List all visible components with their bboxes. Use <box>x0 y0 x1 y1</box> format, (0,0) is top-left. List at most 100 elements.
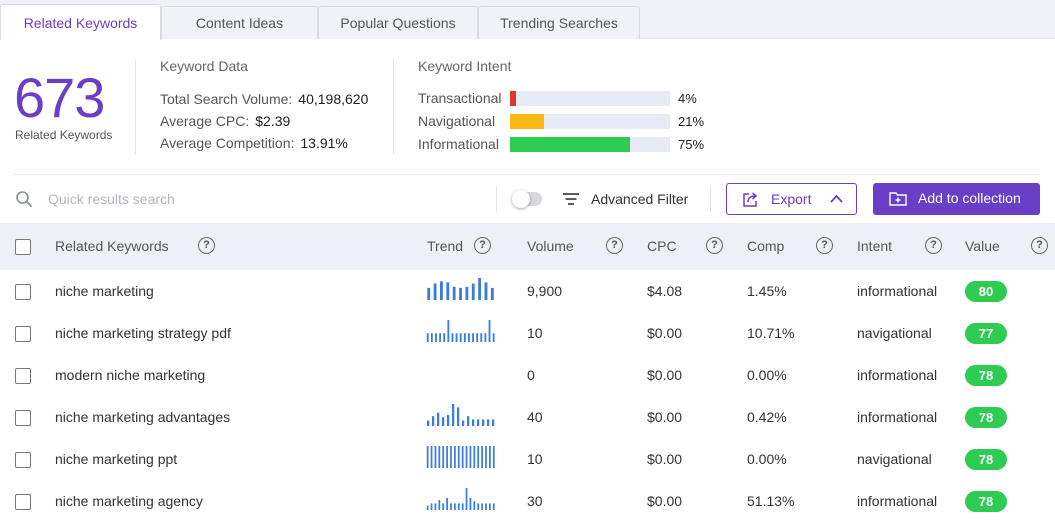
keyword-cell[interactable]: niche marketing strategy pdf <box>55 325 231 341</box>
row-checkbox[interactable] <box>15 284 31 300</box>
keyword-cell[interactable]: niche marketing agency <box>55 493 203 509</box>
table-row[interactable]: niche marketing advantages 40 $0.00 0.42% in… <box>0 397 1055 439</box>
chevron-up-icon <box>830 194 843 203</box>
trend-bar <box>457 503 460 510</box>
intent-cell: informational <box>857 493 938 509</box>
trend-bar <box>481 446 483 468</box>
volume-cell: 0 <box>527 367 535 383</box>
tab-popular-questions[interactable]: Popular Questions <box>318 6 478 39</box>
advanced-filter-label[interactable]: Advanced Filter <box>591 191 689 207</box>
trend-bar <box>452 404 455 426</box>
trend-bar <box>452 286 456 300</box>
search-icon <box>16 191 32 207</box>
intent-cell: informational <box>857 409 938 425</box>
intent-cell: navigational <box>857 451 932 467</box>
table-row[interactable]: niche marketing 9,900 $4.08 1.45% informatio… <box>0 271 1055 313</box>
trend-bar <box>465 286 469 300</box>
table-row[interactable]: modern niche marketing 0 $0.00 0.00% informa… <box>0 355 1055 397</box>
trend-bar <box>430 446 433 468</box>
trend-bar <box>426 505 429 510</box>
column-header-cpc[interactable]: CPC <box>647 238 677 254</box>
help-icon[interactable]: ? <box>706 237 723 254</box>
column-header-value[interactable]: Value <box>965 238 1000 254</box>
keyword-cell[interactable]: niche marketing <box>55 283 154 299</box>
trend-bar <box>473 446 476 468</box>
trend-bar <box>457 407 460 426</box>
row-checkbox[interactable] <box>15 452 31 468</box>
help-icon[interactable]: ? <box>816 237 833 254</box>
column-header-comp[interactable]: Comp <box>747 238 785 254</box>
tab-trending-searches[interactable]: Trending Searches <box>478 6 640 39</box>
trend-bar <box>432 416 435 426</box>
tab-related-keywords[interactable]: Related Keywords <box>0 4 161 40</box>
intent-bar-fill <box>510 91 516 106</box>
intent-bar-fill <box>510 114 544 129</box>
trend-sparkline <box>426 488 495 510</box>
trend-bar <box>489 446 491 468</box>
trend-bar <box>451 333 454 342</box>
select-all-checkbox[interactable] <box>15 239 31 255</box>
trend-bar <box>446 497 448 510</box>
comp-cell: 1.45% <box>747 283 787 299</box>
keyword-cell[interactable]: modern niche marketing <box>55 367 206 383</box>
related-keywords-count-label: Related Keywords <box>15 128 113 142</box>
average-competition-value: 13.91% <box>300 135 348 151</box>
volume-cell: 40 <box>527 409 543 425</box>
comp-cell: 51.13% <box>747 493 795 509</box>
trend-bar <box>465 488 468 510</box>
table-row[interactable]: niche marketing agency 30 $0.00 51.13% infor… <box>0 481 1055 523</box>
trend-bar <box>472 419 475 426</box>
total-search-volume: Total Search Volume: 40,198,620 <box>160 91 368 107</box>
cpc-cell: $0.00 <box>647 325 683 341</box>
column-header-volume[interactable]: Volume <box>527 238 574 254</box>
divider <box>710 186 711 212</box>
average-competition: Average Competition: 13.91% <box>160 135 348 151</box>
row-checkbox[interactable] <box>15 494 31 510</box>
trend-bar <box>438 500 441 510</box>
table-row[interactable]: niche marketing ppt 10 $0.00 0.00% navigatio… <box>0 439 1055 481</box>
trend-bar <box>462 420 465 426</box>
export-label: Export <box>771 191 812 207</box>
help-icon[interactable]: ? <box>1031 237 1048 254</box>
keyword-intent-title: Keyword Intent <box>418 58 512 74</box>
trend-bar <box>471 283 475 300</box>
cpc-cell: $0.00 <box>647 493 683 509</box>
folder-plus-icon <box>889 192 907 206</box>
row-checkbox[interactable] <box>15 326 31 342</box>
export-button[interactable]: Export <box>726 183 857 215</box>
average-cpc-value: $2.39 <box>255 113 291 129</box>
trend-bar <box>487 419 490 426</box>
intent-percent: 75% <box>678 137 705 152</box>
help-icon[interactable]: ? <box>925 237 942 254</box>
table-row[interactable]: niche marketing strategy pdf 10 $0.00 10.71… <box>0 313 1055 355</box>
trend-bar <box>459 333 462 342</box>
total-search-volume-value: 40,198,620 <box>298 91 369 107</box>
add-to-collection-button[interactable]: Add to collection <box>873 183 1040 215</box>
trend-bar <box>427 287 431 300</box>
keyword-cell[interactable]: niche marketing ppt <box>55 451 178 467</box>
comp-cell: 0.00% <box>747 367 787 383</box>
filter-icon <box>563 193 579 205</box>
tab-content-ideas[interactable]: Content Ideas <box>161 6 318 39</box>
help-icon[interactable]: ? <box>606 237 623 254</box>
column-header-intent[interactable]: Intent <box>857 238 893 254</box>
row-checkbox[interactable] <box>15 368 31 384</box>
comp-cell: 0.42% <box>747 409 787 425</box>
keyword-cell[interactable]: niche marketing advantages <box>55 409 231 425</box>
trend-bar <box>477 446 480 468</box>
advanced-filter-toggle[interactable] <box>512 190 542 208</box>
help-icon[interactable]: ? <box>198 237 215 254</box>
trend-bar <box>473 501 476 510</box>
trend-bar <box>492 446 495 468</box>
trend-bar <box>492 333 495 342</box>
trend-bar <box>488 320 491 342</box>
intent-label-navigational: Navigational <box>418 113 496 129</box>
help-icon[interactable]: ? <box>474 237 491 254</box>
quick-results-search-input[interactable] <box>40 187 480 211</box>
column-header-keyword[interactable]: Related Keywords <box>55 238 169 254</box>
trend-bar <box>434 503 437 510</box>
trend-bar <box>450 446 452 468</box>
trend-bar <box>435 333 437 342</box>
row-checkbox[interactable] <box>15 410 31 426</box>
column-header-trend[interactable]: Trend <box>427 238 464 254</box>
